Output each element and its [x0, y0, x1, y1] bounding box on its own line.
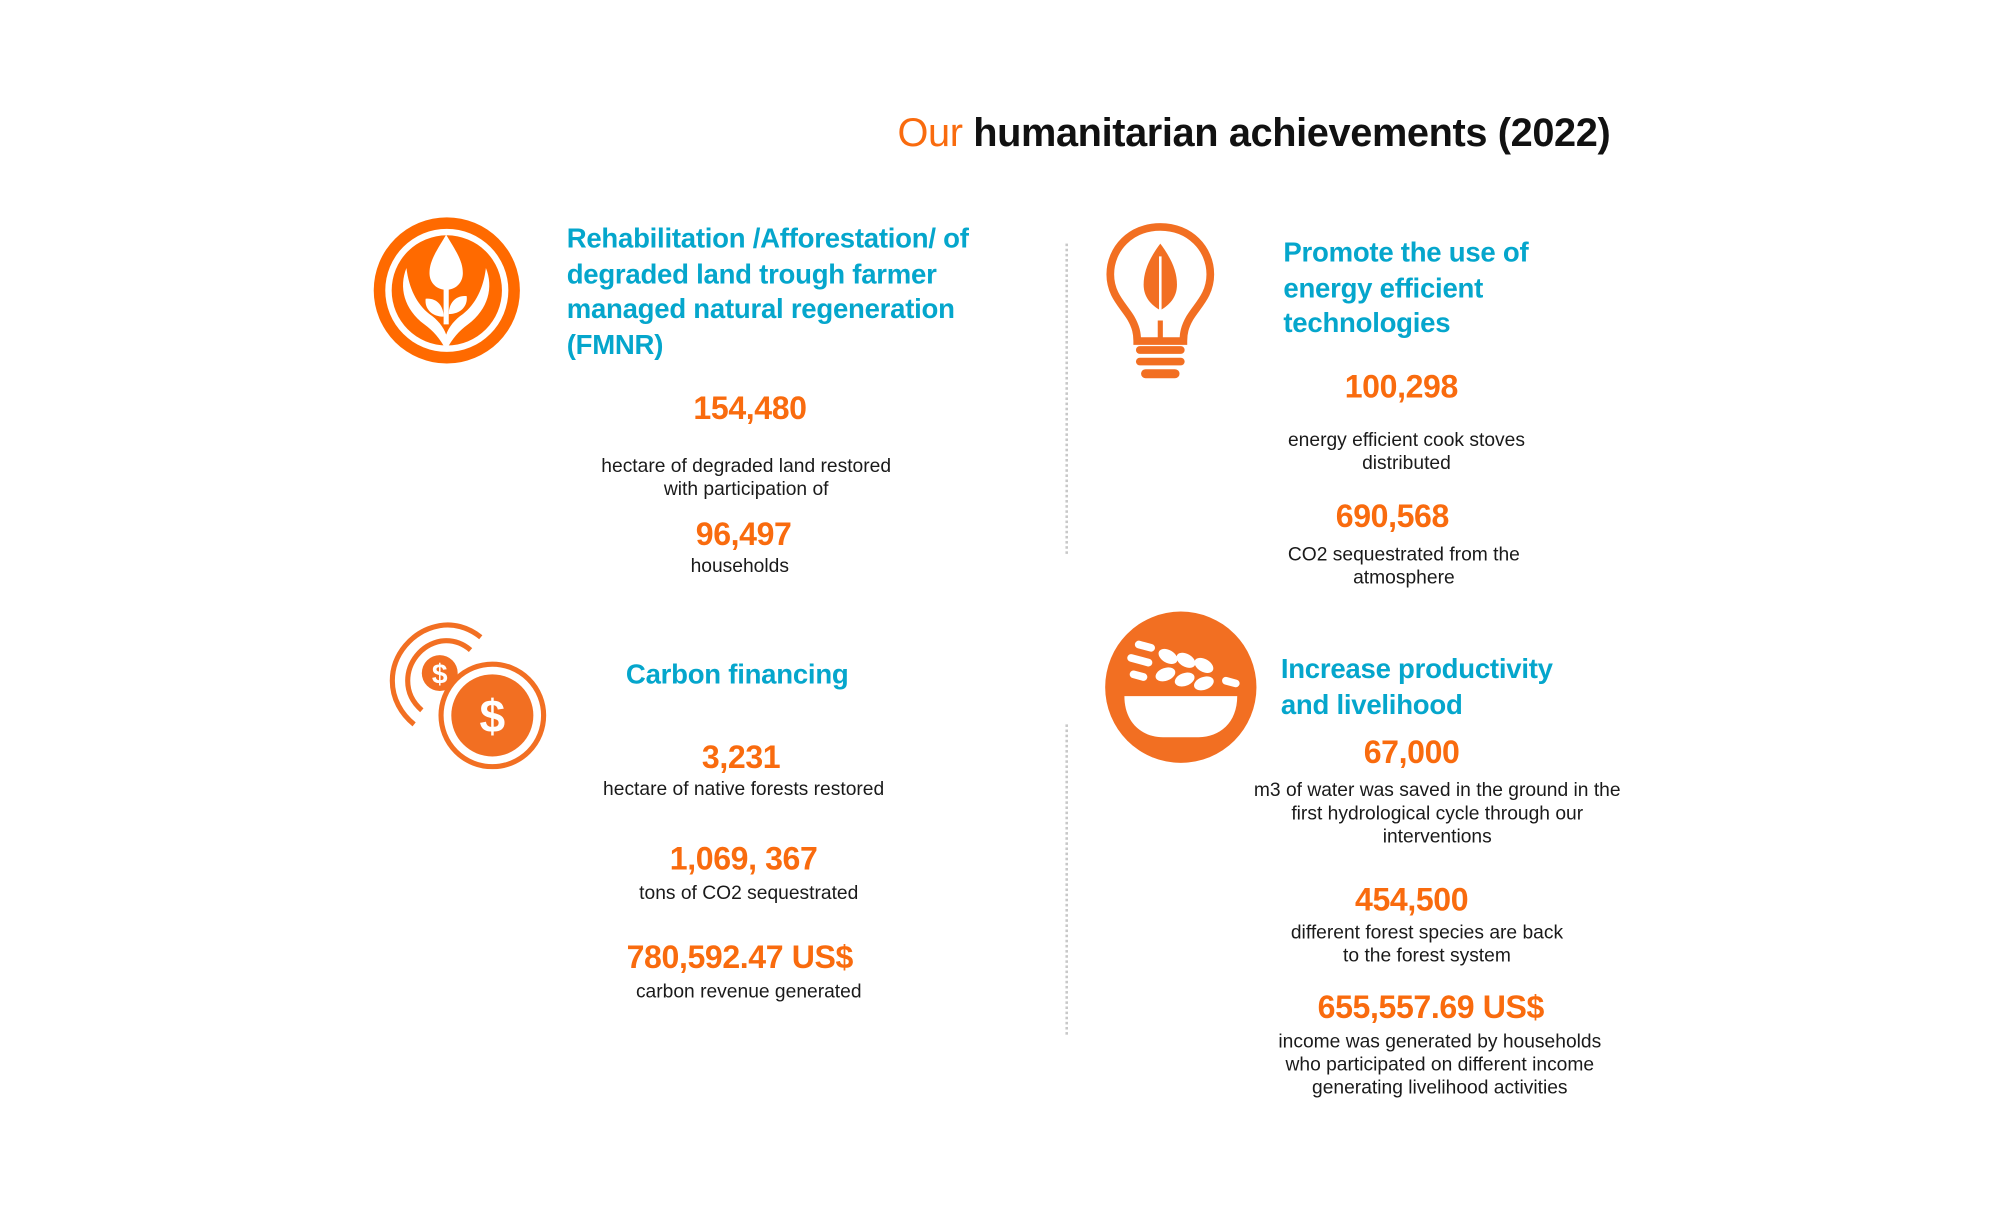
svg-text:$: $	[479, 690, 505, 742]
stat-value: 3,231	[701, 739, 781, 776]
stat-label: m3 of water was saved in the ground in t…	[1253, 779, 1621, 848]
divider-bottom	[1065, 724, 1068, 1035]
title-main: humanitarian achievements (2022)	[973, 110, 1611, 156]
grain-bowl-icon	[1105, 611, 1257, 763]
stat-value: 67,000	[1363, 734, 1460, 771]
stat-label: different forest species are back to the…	[1290, 921, 1564, 967]
stat-label: carbon revenue generated	[635, 980, 862, 1003]
stat-value: 96,497	[695, 516, 792, 553]
stat-value: 1,069, 367	[669, 841, 818, 877]
stat-value: 100,298	[1344, 369, 1459, 406]
stat-value: 454,500	[1354, 882, 1469, 918]
title-prefix: Our	[897, 110, 963, 156]
stat-value: 655,557.69 US$	[1317, 989, 1545, 1026]
coins-dollar-icon: $ $	[389, 622, 547, 770]
divider-top	[1065, 243, 1068, 554]
lightbulb-leaf-icon	[1106, 223, 1215, 379]
stat-label: households	[690, 555, 789, 577]
section-heading-productivity: Increase productivity and livelihood	[1280, 653, 1553, 720]
stat-value: 154,480	[693, 391, 807, 427]
stat-label: tons of CO2 sequestrated	[639, 882, 859, 904]
stat-label: hectare of degraded land restored with p…	[601, 455, 892, 501]
section-heading-energy: Promote the use of energy efficient tech…	[1283, 237, 1529, 339]
stat-value: 780,592.47 US$	[626, 939, 854, 976]
hands-sprout-icon	[373, 217, 520, 364]
stat-label: hectare of native forests restored	[603, 778, 885, 801]
stat-label: CO2 sequestrated from the atmosphere	[1287, 543, 1520, 589]
svg-text:$: $	[432, 657, 448, 689]
stat-label: income was generated by households who p…	[1278, 1030, 1602, 1099]
section-heading-carbon: Carbon financing	[625, 658, 849, 690]
stat-value: 690,568	[1335, 498, 1450, 535]
stat-label: energy efficient cook stoves distributed	[1287, 429, 1525, 475]
section-heading-fmnr: Rehabilitation /Afforestation/ of degrad…	[566, 223, 969, 360]
page-title: Our humanitarian achievements (2022)	[897, 110, 1610, 156]
